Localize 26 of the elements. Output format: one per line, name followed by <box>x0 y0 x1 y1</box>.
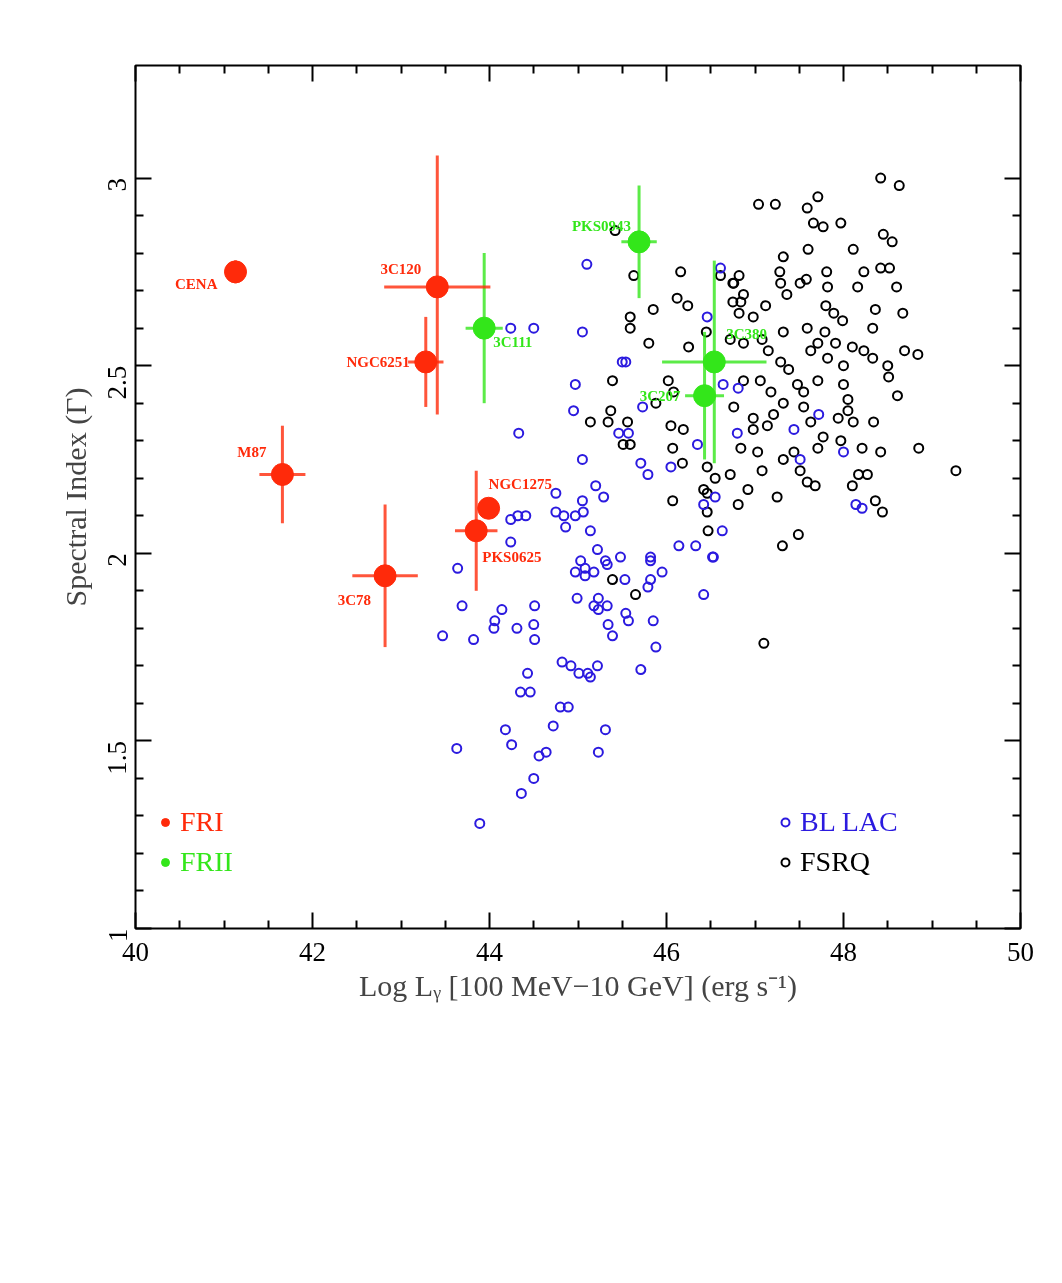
annotation: NGC1275 <box>488 476 552 493</box>
annotation: 3C111 <box>493 334 533 351</box>
legend-label: FSRQ <box>800 846 871 878</box>
annotation: M87 <box>237 444 267 461</box>
annotation: PKS0943 <box>571 217 632 234</box>
annotation: 3C207 <box>639 387 682 404</box>
annotation: PKS0625 <box>482 548 542 565</box>
annotation: NGC6251 <box>346 353 410 370</box>
annotation: 3C380 <box>726 325 768 342</box>
x-tick-label: 48 <box>830 936 857 967</box>
legend-label: BL LAC <box>800 806 898 838</box>
y-tick-label: 2.5 <box>102 365 133 400</box>
x-tick-label: 50 <box>1007 936 1034 967</box>
y-tick-label: 2 <box>102 553 133 567</box>
annotation: CENA <box>175 275 218 292</box>
annotation: 3C120 <box>380 260 422 277</box>
y-tick-label: 3 <box>102 178 133 192</box>
x-tick-label: 44 <box>476 936 504 967</box>
annotation: 3C78 <box>337 591 372 608</box>
legend-label: FRII <box>180 846 233 878</box>
y-axis-title: Spectral Index (Γ) <box>58 387 93 607</box>
y-tick-label: 1.5 <box>102 740 133 775</box>
x-axis-title: Log Lᵧ [100 MeV−10 GeV] (erg s⁻¹) <box>358 968 798 1003</box>
x-tick-label: 46 <box>653 936 680 967</box>
x-tick-label: 42 <box>299 936 326 967</box>
legend-label: FRI <box>180 806 224 838</box>
